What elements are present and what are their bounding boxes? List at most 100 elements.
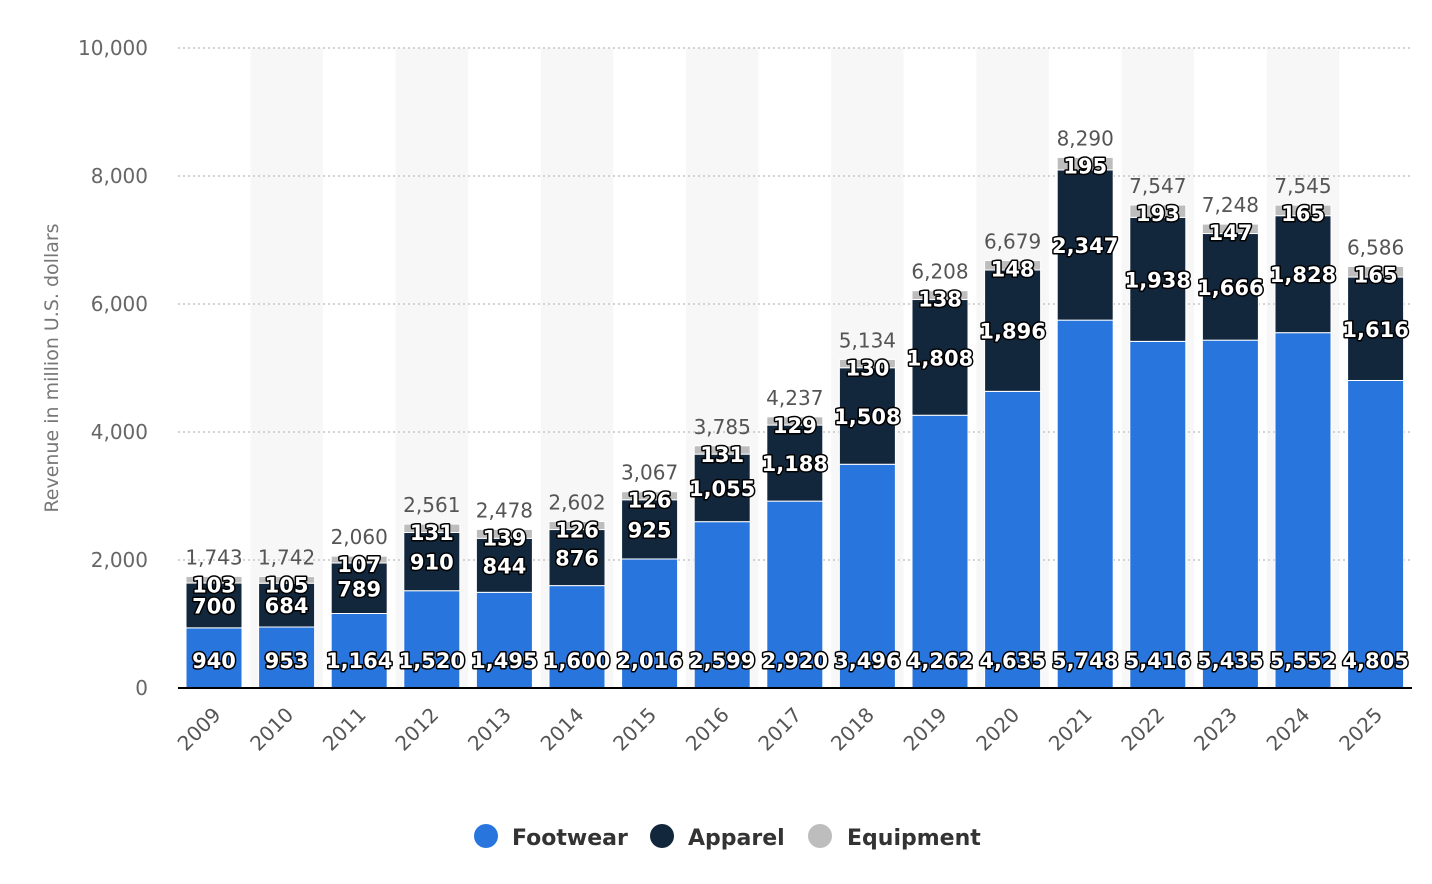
total-label: 2,478 bbox=[476, 498, 533, 522]
y-tick-label: 10,000 bbox=[78, 36, 148, 60]
total-label: 5,134 bbox=[839, 328, 896, 352]
x-tick-label: 2014 bbox=[536, 703, 589, 756]
data-label-apparel: 844 bbox=[482, 554, 526, 578]
x-tick-label: 2019 bbox=[899, 703, 952, 756]
data-label-apparel: 2,347 bbox=[1052, 234, 1118, 258]
bar-equipment[interactable] bbox=[403, 523, 461, 533]
bar-equipment[interactable] bbox=[258, 576, 316, 584]
bar-equipment[interactable] bbox=[621, 491, 679, 501]
data-label-apparel: 684 bbox=[265, 594, 309, 618]
bar-footwear[interactable] bbox=[1347, 379, 1405, 689]
data-label-footwear: 1,164 bbox=[326, 649, 392, 673]
total-label: 6,208 bbox=[911, 260, 968, 284]
x-tick-label: 2024 bbox=[1262, 703, 1315, 756]
bar-equipment[interactable] bbox=[911, 290, 969, 301]
data-label-footwear: 4,805 bbox=[1342, 649, 1408, 673]
data-label-apparel: 925 bbox=[628, 518, 672, 542]
x-tick-label: 2013 bbox=[463, 703, 516, 756]
bar-equipment[interactable] bbox=[984, 260, 1042, 271]
total-label: 7,545 bbox=[1274, 174, 1331, 198]
data-label-equipment: 138 bbox=[918, 288, 962, 312]
data-label-equipment: 107 bbox=[337, 553, 381, 577]
data-label-equipment: 130 bbox=[845, 356, 889, 380]
data-label-footwear: 4,262 bbox=[907, 649, 973, 673]
data-label-equipment: 129 bbox=[773, 414, 817, 438]
bar-equipment[interactable] bbox=[548, 520, 606, 531]
x-tick-label: 2012 bbox=[390, 703, 443, 756]
bar-footwear[interactable] bbox=[911, 414, 969, 689]
bar-footwear[interactable] bbox=[185, 627, 243, 689]
data-label-equipment: 126 bbox=[555, 518, 599, 542]
legend-marker-apparel[interactable] bbox=[650, 824, 674, 848]
legend-label-apparel[interactable]: Apparel bbox=[688, 826, 785, 851]
bar-footwear[interactable] bbox=[403, 590, 461, 689]
total-label: 8,290 bbox=[1057, 126, 1114, 150]
data-label-footwear: 2,920 bbox=[762, 649, 828, 673]
bar-apparel[interactable] bbox=[838, 367, 896, 465]
x-tick-label: 2025 bbox=[1334, 703, 1387, 756]
bar-equipment[interactable] bbox=[1274, 204, 1332, 217]
bar-apparel[interactable] bbox=[1201, 233, 1259, 341]
data-label-equipment: 195 bbox=[1063, 154, 1107, 178]
data-label-footwear: 1,495 bbox=[471, 649, 537, 673]
data-label-apparel: 1,938 bbox=[1125, 268, 1191, 292]
bar-equipment[interactable] bbox=[838, 358, 896, 369]
bar-footwear[interactable] bbox=[1201, 339, 1259, 689]
data-label-apparel: 1,508 bbox=[834, 405, 900, 429]
bar-footwear[interactable] bbox=[838, 463, 896, 689]
total-label: 7,248 bbox=[1202, 193, 1259, 217]
legend-label-footwear[interactable]: Footwear bbox=[512, 826, 628, 851]
x-tick-label: 2017 bbox=[753, 703, 806, 756]
bar-equipment[interactable] bbox=[330, 555, 388, 564]
bar-apparel[interactable] bbox=[185, 582, 243, 629]
legend-marker-equipment[interactable] bbox=[808, 824, 832, 848]
bar-footwear[interactable] bbox=[1056, 319, 1114, 689]
x-tick-label: 2021 bbox=[1044, 703, 1097, 756]
bar-equipment[interactable] bbox=[1129, 204, 1187, 218]
bar-equipment[interactable] bbox=[693, 445, 751, 455]
bar-equipment[interactable] bbox=[475, 528, 533, 539]
bar-footwear[interactable] bbox=[621, 558, 679, 689]
total-label: 2,602 bbox=[548, 490, 605, 514]
data-label-footwear: 2,016 bbox=[616, 649, 682, 673]
bar-footwear[interactable] bbox=[1129, 340, 1187, 689]
bar-footwear[interactable] bbox=[766, 500, 824, 689]
bar-footwear[interactable] bbox=[475, 591, 533, 689]
y-tick-label: 0 bbox=[135, 676, 148, 700]
total-label: 3,067 bbox=[621, 461, 678, 485]
bar-footwear[interactable] bbox=[258, 626, 316, 689]
bar-equipment[interactable] bbox=[1347, 265, 1405, 278]
bar-apparel[interactable] bbox=[403, 531, 461, 592]
data-label-apparel: 876 bbox=[555, 547, 599, 571]
bar-footwear[interactable] bbox=[1274, 332, 1332, 689]
x-tick-label: 2020 bbox=[971, 703, 1024, 756]
total-label: 1,742 bbox=[258, 546, 315, 570]
data-label-apparel: 1,666 bbox=[1197, 276, 1263, 300]
bar-apparel[interactable] bbox=[911, 299, 969, 416]
bar-apparel[interactable] bbox=[693, 453, 751, 523]
bar-apparel[interactable] bbox=[548, 529, 606, 587]
legend-label-equipment[interactable]: Equipment bbox=[847, 826, 981, 851]
bar-footwear[interactable] bbox=[984, 390, 1042, 689]
data-label-apparel: 1,808 bbox=[907, 346, 973, 370]
bar-equipment[interactable] bbox=[1201, 223, 1259, 235]
bar-equipment[interactable] bbox=[185, 575, 243, 584]
x-tick-label: 2009 bbox=[173, 703, 226, 756]
data-label-equipment: 193 bbox=[1136, 202, 1180, 226]
bar-equipment[interactable] bbox=[766, 416, 824, 426]
legend-marker-footwear[interactable] bbox=[474, 824, 498, 848]
data-label-equipment: 165 bbox=[1354, 263, 1398, 287]
data-label-footwear: 3,496 bbox=[834, 649, 900, 673]
bar-footwear[interactable] bbox=[330, 613, 388, 689]
data-label-footwear: 2,599 bbox=[689, 649, 755, 673]
total-label: 7,547 bbox=[1129, 174, 1186, 198]
data-label-apparel: 1,896 bbox=[979, 320, 1045, 344]
bar-equipment[interactable] bbox=[1056, 156, 1114, 171]
data-label-footwear: 5,552 bbox=[1270, 649, 1336, 673]
bar-apparel[interactable] bbox=[984, 269, 1042, 392]
data-label-equipment: 148 bbox=[991, 258, 1035, 282]
data-label-equipment: 131 bbox=[700, 443, 744, 467]
bar-apparel[interactable] bbox=[1129, 216, 1187, 342]
data-label-footwear: 5,748 bbox=[1052, 649, 1118, 673]
